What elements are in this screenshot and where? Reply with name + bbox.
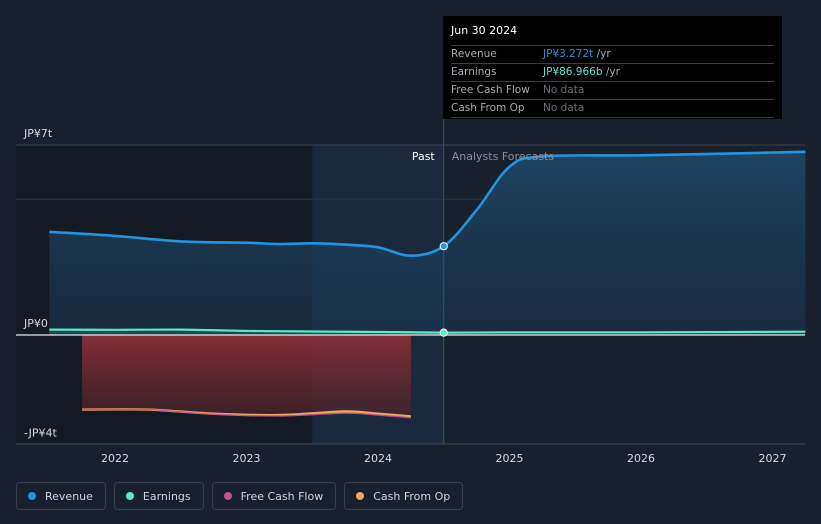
tooltip-value: JP¥86.966b <box>543 66 603 78</box>
x-tick-label: 2026 <box>627 452 655 465</box>
legend-label: Revenue <box>45 489 93 503</box>
x-tick-label: 2025 <box>496 452 524 465</box>
free-cash-flow-area <box>82 335 411 418</box>
forecast-label: Analysts Forecasts <box>452 150 555 163</box>
revenue-area <box>49 151 806 335</box>
earnings-line <box>49 328 806 334</box>
legend-item-cash-from-op[interactable]: Cash From Op <box>344 482 464 510</box>
y-tick-label: JP¥7t <box>23 127 53 140</box>
free-cash-flow-line <box>82 408 411 419</box>
tooltip-row-free-cash-flow: Free Cash Flow No data <box>451 81 774 99</box>
legend: Revenue Earnings Free Cash Flow Cash Fro… <box>16 482 464 510</box>
y-tick-label: -JP¥4t <box>24 427 57 440</box>
legend-item-earnings[interactable]: Earnings <box>113 482 204 510</box>
x-tick-label: 2027 <box>759 452 787 465</box>
tooltip-label: Free Cash Flow <box>451 84 530 96</box>
tooltip-value: No data <box>543 102 585 114</box>
legend-item-revenue[interactable]: Revenue <box>16 482 106 510</box>
legend-dot-icon <box>28 492 36 500</box>
past-label: Past <box>412 150 436 163</box>
legend-dot-icon <box>223 492 232 500</box>
tooltip-unit: /yr <box>602 66 620 78</box>
tooltip-row-earnings: Earnings JP¥86.966b /yr <box>451 63 774 81</box>
x-tick-label: 2024 <box>364 452 392 465</box>
tooltip-label: Earnings <box>451 66 497 78</box>
y-tick-label: JP¥0 <box>23 317 48 330</box>
legend-label: Earnings <box>142 489 191 503</box>
tooltip-unit: /yr <box>593 48 611 60</box>
x-tick-label: 2023 <box>233 452 261 465</box>
tooltip-value: No data <box>543 84 585 96</box>
revenue-line <box>49 150 806 258</box>
legend-dot-icon <box>125 492 134 500</box>
tooltip-row-revenue: Revenue JP¥3.272t /yr <box>451 45 774 63</box>
x-tick-label: 2022 <box>101 452 129 465</box>
tooltip-row-cash-from-op: Cash From Op No data <box>451 99 774 118</box>
revenue-highlight-point <box>439 242 448 251</box>
legend-dot-icon <box>356 492 365 500</box>
tooltip-label: Cash From Op <box>451 102 525 114</box>
earnings-highlight-point <box>439 328 448 337</box>
legend-item-free-cash-flow[interactable]: Free Cash Flow <box>211 482 337 510</box>
legend-label: Cash From Op <box>373 489 451 503</box>
tooltip-label: Revenue <box>451 48 497 60</box>
tooltip-date: Jun 30 2024 <box>451 24 518 37</box>
legend-label: Free Cash Flow <box>240 489 324 503</box>
tooltip-panel: Jun 30 2024 Revenue JP¥3.272t /yr Earnin… <box>443 16 782 119</box>
tooltip-value: JP¥3.272t <box>543 48 594 60</box>
